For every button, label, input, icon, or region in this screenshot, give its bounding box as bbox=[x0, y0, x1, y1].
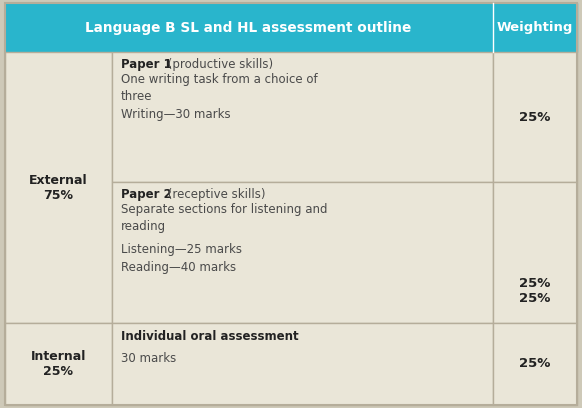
Bar bbox=[112, 323, 492, 405]
Bar bbox=[5, 323, 112, 405]
Text: (productive skills): (productive skills) bbox=[164, 58, 272, 71]
Text: One writing task from a choice of
three: One writing task from a choice of three bbox=[121, 73, 318, 104]
Text: 25%: 25% bbox=[519, 111, 551, 124]
Text: 25%: 25% bbox=[519, 357, 551, 370]
Text: External
75%: External 75% bbox=[29, 173, 88, 202]
Bar bbox=[5, 52, 112, 323]
Bar bbox=[112, 52, 492, 182]
Text: 25%: 25% bbox=[519, 277, 551, 290]
Text: 25%: 25% bbox=[519, 293, 551, 306]
Bar bbox=[492, 323, 577, 405]
Text: Separate sections for listening and
reading: Separate sections for listening and read… bbox=[121, 203, 328, 233]
Bar bbox=[492, 52, 577, 182]
Text: Individual oral assessment: Individual oral assessment bbox=[121, 330, 299, 343]
Text: Language B SL and HL assessment outline: Language B SL and HL assessment outline bbox=[86, 21, 411, 35]
Text: Writing—30 marks: Writing—30 marks bbox=[121, 108, 230, 121]
Text: Internal
25%: Internal 25% bbox=[31, 350, 86, 378]
Text: Listening—25 marks
Reading—40 marks: Listening—25 marks Reading—40 marks bbox=[121, 243, 242, 274]
Bar bbox=[492, 182, 577, 323]
Text: 30 marks: 30 marks bbox=[121, 352, 176, 364]
Text: Paper 1: Paper 1 bbox=[121, 58, 172, 71]
Bar bbox=[112, 182, 492, 323]
Bar bbox=[5, 3, 577, 52]
Text: Weighting: Weighting bbox=[497, 21, 573, 34]
Text: (receptive skills): (receptive skills) bbox=[164, 188, 265, 201]
Text: Paper 2: Paper 2 bbox=[121, 188, 172, 201]
